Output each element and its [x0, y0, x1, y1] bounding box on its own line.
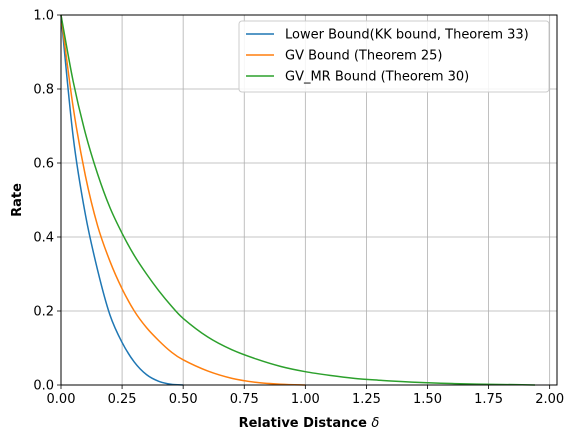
y-axis-label: Rate [10, 183, 25, 217]
x-tick-label: 2.00 [535, 392, 564, 407]
legend-box [238, 20, 550, 93]
y-tick-label: 0.8 [33, 83, 54, 98]
y-tick-label: 0.2 [33, 305, 54, 320]
x-axis-symbol: δ [371, 416, 379, 431]
x-tick-label: 0.25 [108, 392, 137, 407]
legend-entry: GV Bound (Theorem 25) [285, 49, 443, 64]
plot-lines [60, 14, 536, 386]
x-tick-label: 1.00 [291, 392, 320, 407]
x-tick-label: 1.50 [413, 392, 442, 407]
series-line-3 [60, 14, 536, 386]
y-axis-ticks: 0.0 0.2 0.4 0.6 0.8 1.0 [33, 9, 61, 394]
x-axis-label: Relative Distance δ [239, 416, 380, 431]
x-axis-ticks: 0.00 0.25 0.50 0.75 1.00 1.25 1.50 1.75 2.00 [47, 385, 564, 407]
x-tick-label: 0.00 [47, 392, 76, 407]
series-line-1 [60, 14, 184, 386]
x-tick-label: 0.75 [230, 392, 259, 407]
y-tick-label: 0.0 [33, 379, 54, 394]
legend: Lower Bound(KK bound, Theorem 33) GV Boun… [238, 20, 550, 93]
y-tick-label: 1.0 [33, 9, 54, 24]
legend-entry: Lower Bound(KK bound, Theorem 33) [285, 28, 529, 43]
x-tick-label: 1.75 [474, 392, 503, 407]
legend-entry: GV_MR Bound (Theorem 30) [285, 70, 469, 85]
x-tick-label: 1.25 [352, 392, 381, 407]
series-line-2 [60, 14, 306, 386]
y-tick-label: 0.6 [33, 157, 54, 172]
y-tick-label: 0.4 [33, 231, 54, 246]
plot-frame [60, 14, 558, 386]
x-tick-label: 0.50 [169, 392, 198, 407]
